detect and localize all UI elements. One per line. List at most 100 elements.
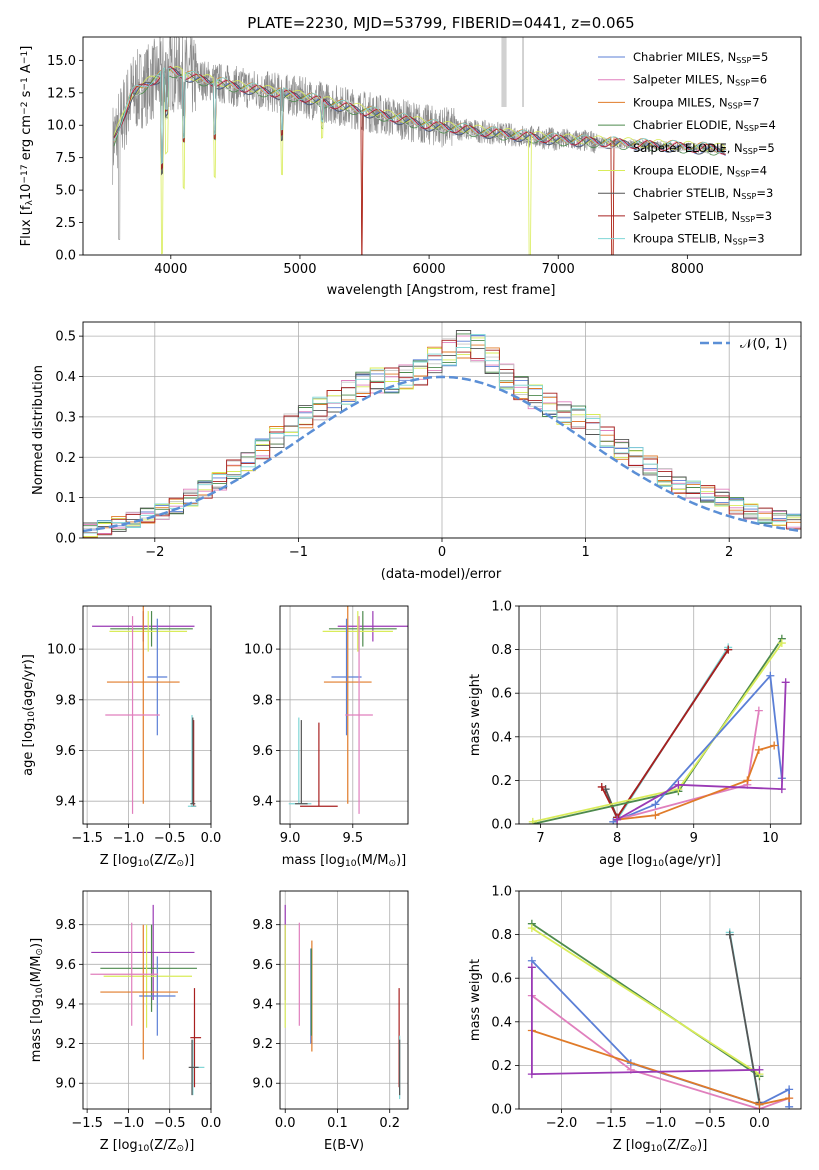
x-axis-label: age [log10(age/yr)] (599, 853, 721, 869)
x-tick-label: −2.0 (546, 1116, 578, 1131)
y-tick-label: 10.0 (47, 643, 76, 658)
legend-entry: 𝒩(0, 1) (740, 337, 787, 352)
legend-entry: Chabrier MILES, NSSP=5 (633, 50, 768, 65)
mass-weight-marker (777, 785, 786, 794)
y-tick-label: 10.0 (244, 643, 273, 658)
mass-weight-marker (785, 1085, 794, 1094)
mass-weight-vs-age-panel: 7 8 9 10 0.0 0.2 0.4 0.6 0.8 1.0 age [log10(age/yr… (468, 600, 802, 869)
x-tick-label: 9 (690, 831, 698, 846)
y-tick-label: 0.4 (491, 730, 512, 745)
x-tick-label: −0.5 (694, 1116, 726, 1131)
y-tick-label: 7.5 (55, 151, 76, 166)
y-tick-label: 0.2 (491, 1059, 512, 1074)
legend-entry: Kroupa MILES, NSSP=7 (633, 95, 760, 110)
mass-weight-marker (597, 782, 606, 791)
y-tick-label: 0.6 (491, 972, 512, 987)
y-tick-label: 0.6 (491, 687, 512, 702)
x-axis-label: mass [log10(M/M⊙)] (282, 853, 406, 869)
y-tick-label: 0.8 (491, 643, 512, 658)
x-tick-label: 0.0 (201, 831, 222, 846)
mass-vs-metallicity-panel: −1.5 −1.0 −0.5 0.0 9.0 9.2 9.4 9.6 9.8 Z [log10(Z… (29, 890, 222, 1154)
legend-entry: Chabrier ELODIE, NSSP=4 (633, 118, 776, 133)
y-tick-label: 9.8 (252, 693, 273, 708)
y-tick-label: 2.5 (55, 216, 76, 231)
x-tick-label: −1.0 (113, 1116, 145, 1131)
y-tick-label: 0.0 (491, 1103, 512, 1118)
axes-frame (518, 605, 802, 825)
observed-spectrum-line (112, 37, 727, 240)
mass-weight-line (616, 682, 787, 821)
x-axis-label: Z [log10(Z/Z⊙)] (613, 1138, 708, 1154)
x-tick-label: 5000 (283, 262, 316, 277)
model-spectrum-line (113, 67, 726, 165)
mass-weight-marker (724, 645, 733, 654)
axes-frame (279, 890, 409, 1110)
axes-frame (82, 321, 802, 539)
y-tick-label: 0.4 (55, 370, 76, 385)
mass-weight-line (728, 934, 761, 1103)
y-tick-label: 10.0 (47, 119, 76, 134)
mass-vs-reddening-panel: 0.0 0.1 0.2 9.0 9.2 9.4 9.6 9.8 E(B-V) (252, 890, 409, 1153)
age-vs-mass-panel: 9.0 9.5 9.4 9.6 9.8 10.0 mass [log10(M/M⊙)] (244, 605, 409, 869)
residual-histogram (83, 334, 801, 534)
y-tick-label: 9.8 (252, 918, 273, 933)
x-tick-label: −1.5 (595, 1116, 627, 1131)
y-tick-label: 9.4 (252, 997, 273, 1012)
mass-weight-marker (754, 706, 763, 715)
mass-weight-marker (674, 780, 683, 789)
x-tick-label: 9.5 (342, 831, 363, 846)
legend: Chabrier MILES, NSSP=5 Salpeter MILES, NS… (598, 50, 776, 247)
legend-entry: Kroupa ELODIE, NSSP=4 (633, 164, 767, 179)
y-tick-label: 0.5 (55, 330, 76, 345)
y-tick-label: 1.0 (491, 600, 512, 615)
x-tick-label: 0.0 (749, 1116, 770, 1131)
y-tick-label: 1.0 (491, 885, 512, 900)
y-tick-label: 9.8 (55, 918, 76, 933)
mass-weight-marker (755, 1100, 764, 1109)
x-axis-label: E(B-V) (324, 1138, 364, 1153)
y-tick-label: 9.6 (55, 958, 76, 973)
y-tick-label: 9.4 (55, 795, 76, 810)
axes-frame (82, 605, 212, 825)
mass-weight-marker (651, 800, 660, 809)
y-tick-label: 0.4 (491, 1015, 512, 1030)
residuals-panel: −2 −1 0 1 2 0.0 0.1 0.2 0.3 0.4 0.5 𝒩(0, 1) (data-mo… (31, 321, 802, 582)
plot-area (112, 37, 727, 255)
x-tick-label: 9.0 (280, 831, 301, 846)
y-axis-label: mass weight (468, 674, 483, 756)
mass-weight-marker (743, 776, 752, 785)
x-tick-label: −0.5 (154, 831, 186, 846)
x-tick-label: 1 (581, 545, 589, 560)
x-tick-label: 0.1 (327, 1116, 348, 1131)
y-tick-label: 0.2 (55, 451, 76, 466)
y-tick-label: 9.0 (252, 1077, 273, 1092)
x-tick-label: 2 (725, 545, 733, 560)
y-tick-label: 0.8 (491, 928, 512, 943)
x-axis-label: Z [log10(Z/Z⊙)] (100, 1138, 195, 1154)
x-tick-label: 7 (536, 831, 544, 846)
legend-entry: Salpeter MILES, NSSP=6 (633, 73, 767, 88)
y-axis-label: age [log10(age/yr)] (21, 654, 37, 776)
plot-area (519, 606, 801, 824)
x-tick-label: 0.0 (201, 1116, 222, 1131)
mass-weight-line (531, 922, 760, 1078)
x-tick-label: 6000 (413, 262, 446, 277)
plot-area (519, 891, 801, 1109)
x-tick-label: 10 (762, 831, 779, 846)
gaussian-curve (83, 375, 799, 533)
y-tick-label: 9.4 (252, 795, 273, 810)
x-tick-label: −1.0 (113, 831, 145, 846)
residual-histogram (83, 339, 801, 535)
y-tick-label: 9.2 (55, 1037, 76, 1052)
mass-weight-marker (785, 1094, 794, 1103)
spectrum-panel: 4000 5000 6000 7000 8000 0.0 2.5 5.0 7.5 10.0 12.5… (19, 14, 802, 298)
y-tick-label: 0.2 (491, 774, 512, 789)
mass-weight-vs-metallicity-panel: −2.0 −1.5 −1.0 −0.5 0.0 0.0 0.2 0.4 0.6 0.8 1.0 Z [… (468, 885, 802, 1154)
x-tick-label: 8 (613, 831, 621, 846)
masked-region (522, 37, 525, 107)
x-tick-label: 4000 (154, 262, 187, 277)
x-tick-label: −2 (145, 545, 164, 560)
y-axis-label: mass [log10(M/M⊙)] (29, 938, 45, 1062)
y-tick-label: 9.6 (252, 744, 273, 759)
